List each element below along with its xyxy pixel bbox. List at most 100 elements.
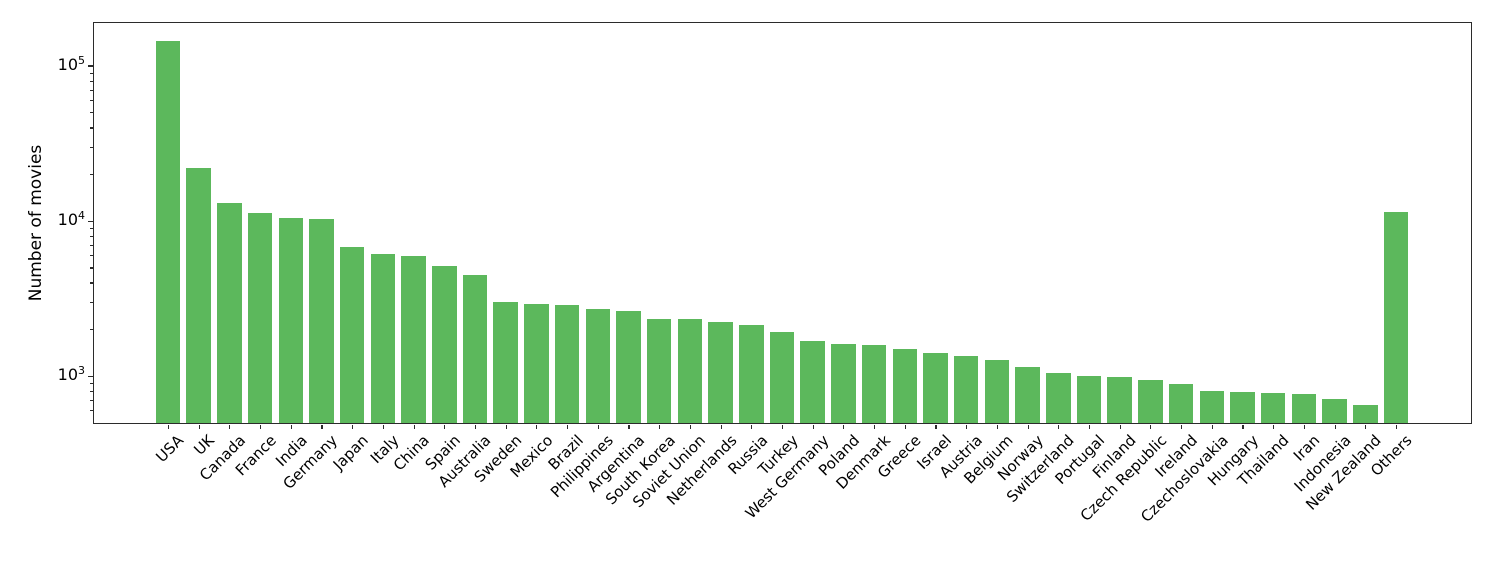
bar-indonesia: [1322, 399, 1347, 423]
x-tick: [567, 424, 569, 429]
y-minor-tick: [89, 267, 93, 269]
x-tick: [1150, 424, 1152, 429]
bar-thailand: [1260, 393, 1286, 423]
bar-belgium: [984, 359, 1010, 423]
y-minor-tick: [89, 72, 93, 74]
x-tick: [536, 424, 538, 429]
x-tick: [444, 424, 446, 429]
y-minor-tick: [89, 382, 93, 384]
bar-poland: [831, 343, 856, 423]
y-minor-tick: [89, 112, 93, 114]
y-minor-tick: [89, 146, 93, 148]
bar-denmark: [861, 345, 887, 423]
bar-portugal: [1076, 375, 1102, 423]
bar-australia: [462, 275, 488, 423]
x-tick: [689, 424, 691, 429]
bar-switzerland: [1046, 373, 1071, 423]
y-tick-label-10e5: 105: [57, 54, 85, 75]
y-major-tick: [87, 220, 93, 223]
y-minor-tick: [89, 100, 93, 102]
x-tick: [1058, 424, 1060, 429]
bar-south-korea: [646, 318, 672, 423]
x-tick: [781, 424, 784, 429]
x-tick: [843, 424, 845, 429]
x-tick-label-japan: Japan: [329, 431, 372, 474]
y-major-tick: [87, 375, 93, 378]
y-minor-tick: [89, 244, 93, 246]
bar-argentina: [616, 310, 641, 423]
x-tick: [1027, 424, 1029, 429]
x-tick-label-usa: USA: [152, 431, 188, 466]
bar-czechoslovakia: [1199, 390, 1225, 423]
y-minor-tick: [89, 127, 93, 129]
y-minor-tick: [89, 227, 93, 229]
x-tick: [597, 424, 599, 429]
x-tick: [474, 424, 477, 429]
x-tick: [1273, 424, 1275, 429]
plot-area: [92, 21, 1472, 424]
x-tick: [382, 424, 384, 429]
y-minor-tick: [89, 282, 93, 284]
bar-soviet-union: [677, 319, 703, 423]
y-minor-tick: [89, 174, 93, 176]
bar-sweden: [493, 301, 518, 423]
bar-ireland: [1168, 384, 1194, 423]
y-tick-label-10e3: 103: [57, 364, 85, 385]
bar-philippines: [585, 308, 611, 423]
bar-india: [278, 218, 304, 423]
y-minor-tick: [89, 255, 93, 257]
bar-china: [401, 256, 426, 423]
bar-russia: [739, 324, 764, 423]
x-tick: [1211, 424, 1213, 429]
x-tick: [260, 424, 262, 429]
bar-italy: [370, 254, 396, 423]
bar-canada: [217, 202, 242, 423]
bar-finland: [1107, 376, 1132, 423]
bar-netherlands: [708, 322, 733, 423]
x-tick: [1242, 424, 1244, 429]
bar-austria: [953, 356, 979, 423]
x-tick: [628, 424, 630, 429]
x-tick: [413, 424, 415, 429]
y-minor-tick: [89, 329, 93, 331]
bar-brazil: [554, 305, 580, 423]
bar-spain: [432, 266, 457, 423]
bar-uk: [186, 168, 211, 423]
x-tick: [1119, 424, 1121, 429]
x-tick: [1088, 424, 1091, 429]
y-minor-tick: [89, 390, 93, 392]
y-tick-label-10e4: 104: [57, 209, 85, 230]
x-tick: [229, 424, 231, 429]
x-tick: [1365, 424, 1367, 429]
x-tick: [352, 424, 354, 429]
bar-norway: [1015, 367, 1040, 423]
x-tick: [1395, 424, 1398, 429]
x-tick: [290, 424, 292, 429]
bar-germany: [309, 219, 334, 423]
bar-czech-republic: [1138, 380, 1163, 423]
x-tick: [198, 424, 200, 429]
x-tick: [904, 424, 906, 429]
y-major-tick: [87, 65, 93, 67]
bar-usa: [155, 40, 181, 423]
bar-turkey: [769, 331, 795, 423]
x-tick: [935, 424, 937, 429]
x-tick: [874, 424, 876, 429]
bar-iran: [1291, 393, 1317, 423]
x-tick: [167, 424, 170, 429]
x-tick: [751, 424, 753, 429]
y-minor-tick: [89, 399, 93, 401]
bar-west-germany: [800, 341, 825, 423]
bar-new-zealand: [1353, 404, 1378, 423]
y-axis-label: Number of movies: [26, 144, 46, 302]
y-minor-tick: [89, 301, 93, 303]
x-tick: [321, 424, 323, 429]
y-minor-tick: [89, 89, 93, 91]
x-tick: [1181, 424, 1183, 429]
x-tick: [996, 424, 998, 429]
bar-greece: [892, 348, 918, 423]
bar-mexico: [524, 303, 549, 423]
x-tick: [966, 424, 968, 429]
x-tick: [812, 424, 814, 429]
